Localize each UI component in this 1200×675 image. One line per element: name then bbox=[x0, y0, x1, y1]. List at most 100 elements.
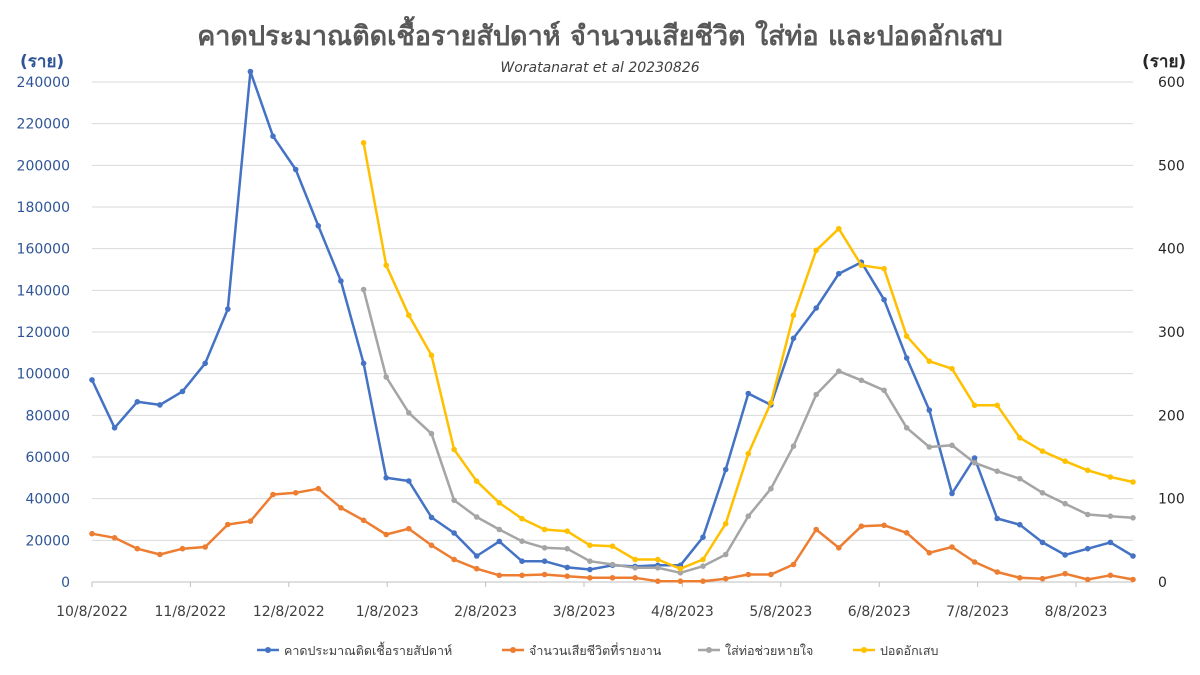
right-axis-ticks: 0 100 200 300 400 500 600 bbox=[1158, 75, 1185, 591]
data-point bbox=[360, 286, 367, 293]
data-point bbox=[179, 388, 186, 395]
data-point bbox=[360, 140, 367, 146]
data-point bbox=[270, 491, 276, 498]
data-point bbox=[949, 544, 955, 550]
data-point bbox=[111, 535, 118, 541]
data-point bbox=[813, 305, 819, 311]
data-point bbox=[722, 520, 729, 527]
data-point bbox=[1017, 435, 1023, 441]
data-point bbox=[134, 399, 141, 405]
data-point bbox=[1130, 479, 1136, 485]
data-point bbox=[564, 564, 570, 571]
data-point bbox=[677, 565, 684, 572]
data-point bbox=[881, 522, 887, 529]
data-point bbox=[360, 517, 367, 524]
data-point bbox=[722, 575, 729, 582]
data-point bbox=[541, 545, 548, 551]
data-point bbox=[1062, 552, 1068, 558]
data-point bbox=[496, 500, 503, 506]
data-point bbox=[1017, 575, 1023, 581]
data-point bbox=[225, 521, 231, 528]
data-point bbox=[836, 270, 842, 277]
series-lines bbox=[89, 68, 1136, 584]
data-point bbox=[1039, 539, 1046, 546]
x-tick-label: 11/8/2022 bbox=[155, 604, 227, 620]
data-point bbox=[564, 528, 570, 534]
data-point bbox=[473, 514, 480, 520]
legend-marker bbox=[510, 647, 516, 653]
data-point bbox=[745, 513, 752, 519]
data-point bbox=[632, 556, 638, 563]
left-tick-label: 180000 bbox=[17, 200, 70, 216]
data-point bbox=[926, 444, 933, 450]
data-point bbox=[519, 515, 525, 522]
series-2 bbox=[89, 485, 1136, 584]
left-tick-label: 0 bbox=[61, 575, 70, 591]
data-point bbox=[903, 530, 910, 536]
data-point bbox=[406, 410, 412, 416]
data-point bbox=[360, 360, 367, 367]
data-point bbox=[836, 368, 842, 375]
data-point bbox=[519, 558, 525, 564]
data-point bbox=[157, 402, 163, 408]
data-point bbox=[564, 545, 570, 552]
legend: คาดประมาณติดเชื้อรายสัปดาห์ จำนวนเสียชีวิ… bbox=[257, 641, 939, 658]
data-point bbox=[949, 365, 955, 372]
data-point bbox=[926, 550, 933, 556]
left-tick-label: 60000 bbox=[25, 450, 70, 466]
legend-marker bbox=[861, 647, 867, 653]
data-point bbox=[745, 450, 752, 457]
left-tick-label: 240000 bbox=[17, 75, 70, 91]
data-point bbox=[971, 559, 978, 565]
data-point bbox=[428, 430, 435, 437]
data-point bbox=[994, 515, 1000, 522]
left-tick-label: 200000 bbox=[17, 158, 70, 174]
data-point bbox=[587, 542, 593, 549]
x-tick-label: 12/8/2022 bbox=[253, 604, 325, 620]
data-point bbox=[926, 358, 933, 365]
x-tick-label: 2/8/2023 bbox=[454, 604, 517, 620]
data-point bbox=[836, 545, 842, 551]
data-point bbox=[541, 571, 548, 578]
x-axis: 10/8/2022 11/8/2022 12/8/2022 1/8/2023 2/8/2… bbox=[56, 582, 1107, 620]
data-point bbox=[700, 578, 706, 584]
data-point bbox=[700, 534, 706, 540]
data-point bbox=[813, 247, 819, 254]
data-point bbox=[745, 390, 752, 397]
legend-marker bbox=[265, 647, 271, 653]
x-tick-label: 5/8/2023 bbox=[749, 604, 812, 620]
data-point bbox=[858, 523, 865, 529]
data-point bbox=[1062, 458, 1068, 465]
data-point bbox=[1039, 575, 1046, 582]
data-point bbox=[519, 572, 525, 579]
left-tick-label: 220000 bbox=[17, 117, 70, 133]
data-point bbox=[903, 355, 910, 361]
data-point bbox=[858, 377, 865, 384]
data-point bbox=[745, 571, 752, 578]
x-tick-label: 6/8/2023 bbox=[848, 604, 911, 620]
data-point bbox=[134, 545, 141, 552]
data-point bbox=[451, 556, 457, 563]
data-point bbox=[632, 565, 638, 571]
data-point bbox=[383, 531, 390, 538]
data-point bbox=[790, 561, 797, 568]
data-point bbox=[541, 526, 548, 533]
right-tick-label: 400 bbox=[1158, 242, 1185, 258]
data-point bbox=[971, 455, 978, 461]
data-point bbox=[994, 468, 1000, 475]
data-point bbox=[473, 553, 480, 559]
right-tick-label: 600 bbox=[1158, 75, 1185, 91]
data-point bbox=[406, 525, 412, 532]
data-point bbox=[1084, 576, 1091, 583]
data-point bbox=[383, 262, 390, 269]
legend-label: คาดประมาณติดเชื้อรายสัปดาห์ bbox=[284, 641, 452, 658]
data-point bbox=[496, 526, 503, 533]
data-point bbox=[587, 558, 593, 564]
data-point bbox=[655, 578, 661, 584]
data-point bbox=[473, 565, 480, 572]
data-point bbox=[406, 312, 412, 319]
series-1 bbox=[89, 68, 1136, 573]
data-point bbox=[949, 442, 955, 449]
data-point bbox=[587, 575, 593, 581]
